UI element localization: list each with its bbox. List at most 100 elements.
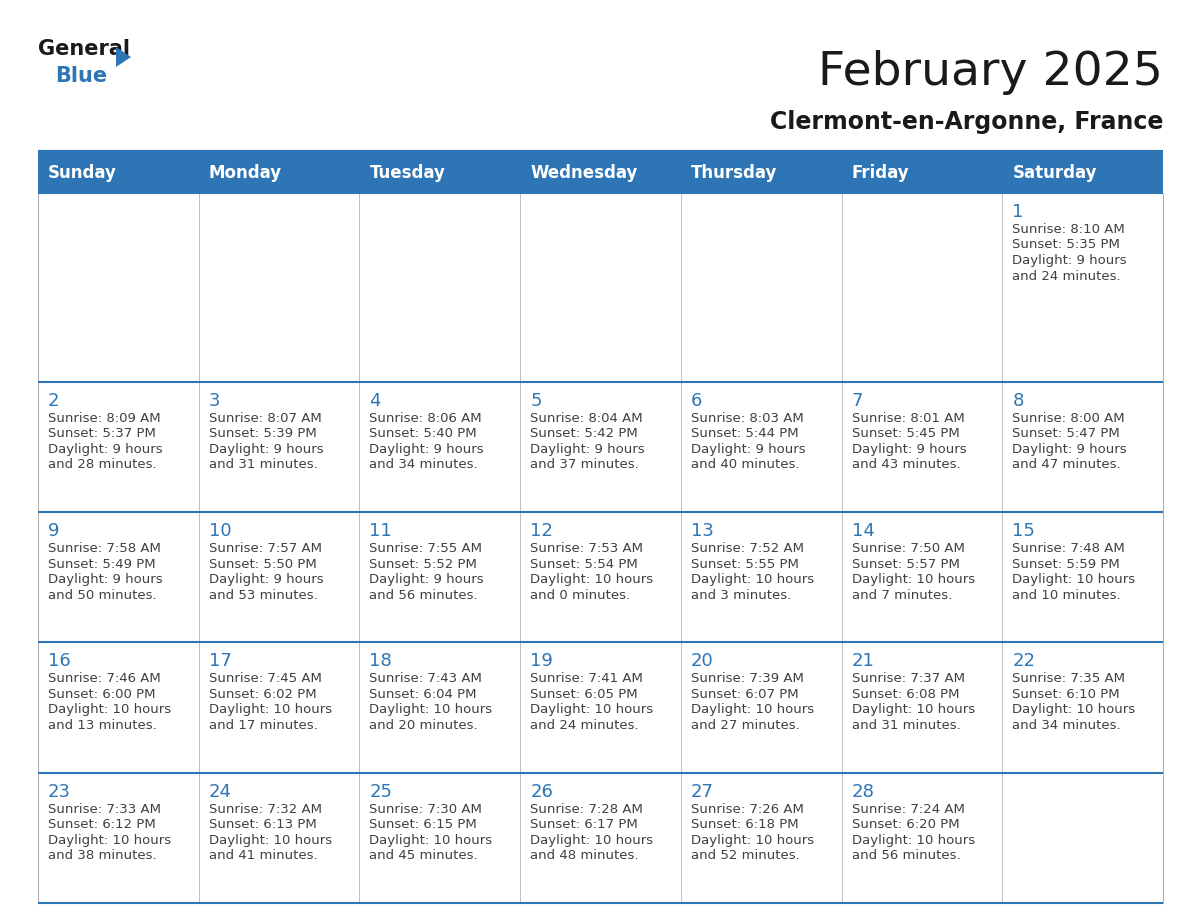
Text: Sunrise: 7:35 AM: Sunrise: 7:35 AM xyxy=(1012,673,1125,686)
Text: and 41 minutes.: and 41 minutes. xyxy=(209,849,317,862)
Text: Daylight: 10 hours: Daylight: 10 hours xyxy=(209,834,331,846)
Bar xyxy=(841,193,1003,382)
Bar xyxy=(681,512,841,643)
Text: Daylight: 10 hours: Daylight: 10 hours xyxy=(209,703,331,716)
Text: Sunrise: 7:24 AM: Sunrise: 7:24 AM xyxy=(852,802,965,816)
Text: Sunset: 6:18 PM: Sunset: 6:18 PM xyxy=(691,818,798,831)
Text: 23: 23 xyxy=(48,783,71,800)
Text: Sunset: 5:59 PM: Sunset: 5:59 PM xyxy=(1012,557,1120,571)
Text: Daylight: 10 hours: Daylight: 10 hours xyxy=(1012,703,1136,716)
Text: Sunrise: 7:55 AM: Sunrise: 7:55 AM xyxy=(369,543,482,555)
Text: Sunrise: 8:09 AM: Sunrise: 8:09 AM xyxy=(48,412,160,425)
Text: 20: 20 xyxy=(691,653,714,670)
Bar xyxy=(681,193,841,382)
Text: Sunrise: 7:41 AM: Sunrise: 7:41 AM xyxy=(530,673,643,686)
Bar xyxy=(38,193,198,382)
Text: General: General xyxy=(38,39,129,59)
Bar xyxy=(1003,382,1163,512)
Text: and 56 minutes.: and 56 minutes. xyxy=(369,588,478,601)
Bar xyxy=(841,643,1003,773)
Text: Sunrise: 8:07 AM: Sunrise: 8:07 AM xyxy=(209,412,322,425)
Text: Daylight: 10 hours: Daylight: 10 hours xyxy=(369,834,493,846)
Text: Sunrise: 7:30 AM: Sunrise: 7:30 AM xyxy=(369,802,482,816)
Text: Daylight: 9 hours: Daylight: 9 hours xyxy=(209,573,323,587)
Text: Daylight: 9 hours: Daylight: 9 hours xyxy=(1012,254,1127,267)
Text: Sunset: 5:35 PM: Sunset: 5:35 PM xyxy=(1012,239,1120,252)
Text: Blue: Blue xyxy=(55,66,107,86)
Bar xyxy=(198,773,360,903)
Bar xyxy=(38,643,198,773)
Text: Saturday: Saturday xyxy=(1012,164,1097,182)
Text: and 47 minutes.: and 47 minutes. xyxy=(1012,458,1121,472)
Text: Sunrise: 7:57 AM: Sunrise: 7:57 AM xyxy=(209,543,322,555)
Bar xyxy=(681,643,841,773)
Text: Sunrise: 7:45 AM: Sunrise: 7:45 AM xyxy=(209,673,322,686)
Text: Sunset: 6:04 PM: Sunset: 6:04 PM xyxy=(369,688,476,701)
Text: Sunrise: 7:33 AM: Sunrise: 7:33 AM xyxy=(48,802,162,816)
Text: Daylight: 9 hours: Daylight: 9 hours xyxy=(209,442,323,456)
Text: Sunset: 5:37 PM: Sunset: 5:37 PM xyxy=(48,428,156,441)
Text: Sunset: 5:54 PM: Sunset: 5:54 PM xyxy=(530,557,638,571)
Text: and 31 minutes.: and 31 minutes. xyxy=(852,719,960,732)
Text: Daylight: 10 hours: Daylight: 10 hours xyxy=(691,703,814,716)
Text: and 7 minutes.: and 7 minutes. xyxy=(852,588,952,601)
Text: Sunrise: 7:43 AM: Sunrise: 7:43 AM xyxy=(369,673,482,686)
Text: Tuesday: Tuesday xyxy=(369,164,446,182)
Text: Daylight: 9 hours: Daylight: 9 hours xyxy=(48,573,163,587)
Text: Sunrise: 7:37 AM: Sunrise: 7:37 AM xyxy=(852,673,965,686)
Text: Sunset: 6:05 PM: Sunset: 6:05 PM xyxy=(530,688,638,701)
Text: and 3 minutes.: and 3 minutes. xyxy=(691,588,791,601)
Text: Sunset: 6:13 PM: Sunset: 6:13 PM xyxy=(209,818,316,831)
Text: Sunrise: 8:01 AM: Sunrise: 8:01 AM xyxy=(852,412,965,425)
Text: Daylight: 9 hours: Daylight: 9 hours xyxy=(530,442,645,456)
Text: 25: 25 xyxy=(369,783,392,800)
Text: 5: 5 xyxy=(530,392,542,410)
Bar xyxy=(841,382,1003,512)
Text: 28: 28 xyxy=(852,783,874,800)
Text: Sunset: 5:44 PM: Sunset: 5:44 PM xyxy=(691,428,798,441)
Bar xyxy=(1003,512,1163,643)
Text: 16: 16 xyxy=(48,653,71,670)
Text: Sunset: 5:40 PM: Sunset: 5:40 PM xyxy=(369,428,478,441)
Text: and 45 minutes.: and 45 minutes. xyxy=(369,849,478,862)
Text: Sunrise: 8:04 AM: Sunrise: 8:04 AM xyxy=(530,412,643,425)
Text: Sunrise: 7:26 AM: Sunrise: 7:26 AM xyxy=(691,802,804,816)
Text: 6: 6 xyxy=(691,392,702,410)
Text: 9: 9 xyxy=(48,522,59,540)
Text: and 50 minutes.: and 50 minutes. xyxy=(48,588,157,601)
Bar xyxy=(681,382,841,512)
Text: Sunrise: 7:48 AM: Sunrise: 7:48 AM xyxy=(1012,543,1125,555)
Text: 13: 13 xyxy=(691,522,714,540)
Bar xyxy=(38,153,1163,193)
Text: 27: 27 xyxy=(691,783,714,800)
Text: 4: 4 xyxy=(369,392,381,410)
Text: 26: 26 xyxy=(530,783,554,800)
Text: Sunset: 6:02 PM: Sunset: 6:02 PM xyxy=(209,688,316,701)
Text: 22: 22 xyxy=(1012,653,1035,670)
Text: Sunset: 5:49 PM: Sunset: 5:49 PM xyxy=(48,557,156,571)
Bar xyxy=(520,512,681,643)
Text: Daylight: 10 hours: Daylight: 10 hours xyxy=(691,573,814,587)
Text: 2: 2 xyxy=(48,392,59,410)
Bar xyxy=(520,773,681,903)
Text: Sunrise: 7:46 AM: Sunrise: 7:46 AM xyxy=(48,673,160,686)
Text: 19: 19 xyxy=(530,653,554,670)
Text: Daylight: 10 hours: Daylight: 10 hours xyxy=(530,703,653,716)
Text: Daylight: 9 hours: Daylight: 9 hours xyxy=(691,442,805,456)
Bar xyxy=(38,773,198,903)
Bar xyxy=(1003,643,1163,773)
Text: 10: 10 xyxy=(209,522,232,540)
Bar xyxy=(360,643,520,773)
Text: Daylight: 10 hours: Daylight: 10 hours xyxy=(369,703,493,716)
Text: Thursday: Thursday xyxy=(691,164,777,182)
Text: 17: 17 xyxy=(209,653,232,670)
Text: and 52 minutes.: and 52 minutes. xyxy=(691,849,800,862)
Text: and 43 minutes.: and 43 minutes. xyxy=(852,458,960,472)
Text: Wednesday: Wednesday xyxy=(530,164,638,182)
Text: and 31 minutes.: and 31 minutes. xyxy=(209,458,317,472)
Bar xyxy=(198,382,360,512)
Bar xyxy=(360,773,520,903)
Bar xyxy=(841,512,1003,643)
Text: and 27 minutes.: and 27 minutes. xyxy=(691,719,800,732)
Text: 24: 24 xyxy=(209,783,232,800)
